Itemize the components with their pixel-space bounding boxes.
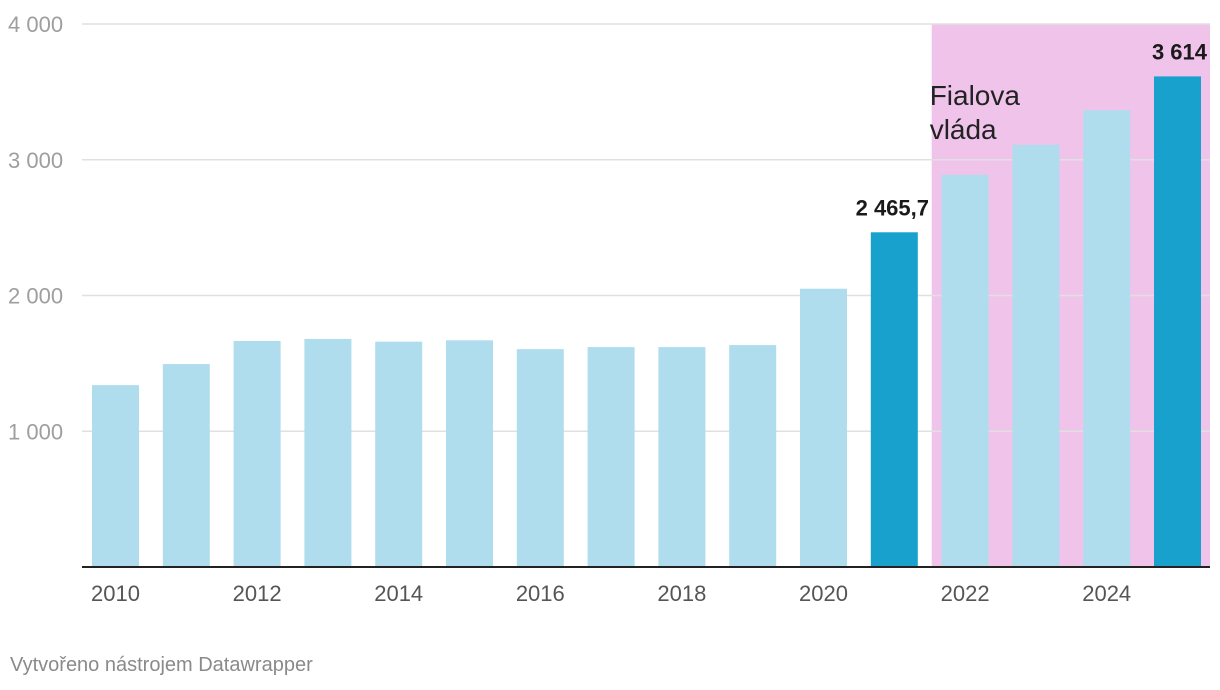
y-tick-label-4000: 4 000 (8, 12, 63, 37)
bar-2023 (1012, 144, 1060, 567)
bar-2018 (658, 347, 706, 567)
bar-2022 (941, 174, 989, 567)
bar-2024 (1083, 110, 1131, 568)
x-tick-label-2024: 2024 (1082, 581, 1131, 606)
x-tick-label-2012: 2012 (233, 581, 282, 606)
bar-2012 (233, 340, 281, 567)
bar-2025 (1154, 76, 1201, 567)
y-tick-label-2000: 2 000 (8, 284, 63, 309)
bar-2017 (587, 347, 635, 567)
bar-2014 (375, 341, 423, 567)
y-tick-label-3000: 3 000 (8, 148, 63, 173)
region-annotation-line-2: vláda (930, 114, 997, 145)
region-annotation-line-1: Fialova (930, 80, 1021, 111)
x-tick-label-2010: 2010 (91, 581, 140, 606)
x-tick-label-2022: 2022 (941, 581, 990, 606)
credit-text: Vytvořeno nástrojem Datawrapper (10, 654, 313, 676)
x-tick-label-2018: 2018 (657, 581, 706, 606)
bar-2010 (92, 385, 139, 567)
data-label-2021: 2 465,7 (856, 195, 929, 220)
bar-chart: 1 000 2 000 3 000 4 000 2010 2012 2014 2016 2018… (8, 12, 1210, 606)
x-tick-label-2016: 2016 (516, 581, 565, 606)
bar-2015 (446, 340, 493, 567)
data-label-2025: 3 614 (1152, 39, 1208, 64)
y-tick-label-1000: 1 000 (8, 419, 63, 444)
bar-2011 (162, 364, 210, 567)
x-tick-label-2014: 2014 (374, 581, 423, 606)
bar-2019 (729, 345, 777, 567)
bar-2020 (800, 288, 847, 567)
bar-2021 (870, 232, 918, 567)
bar-2013 (304, 338, 352, 567)
bar-2016 (516, 349, 564, 567)
x-tick-label-2020: 2020 (799, 581, 848, 606)
